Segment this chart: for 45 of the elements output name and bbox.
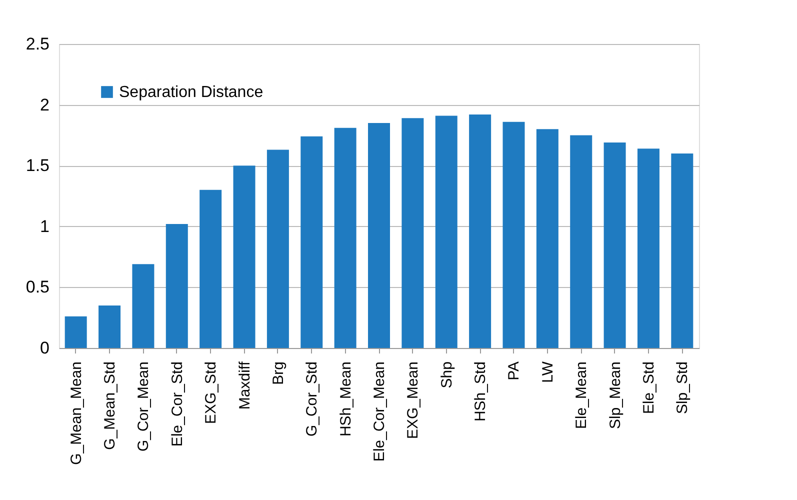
bar bbox=[435, 116, 458, 348]
x-tick-label: G_Mean_Mean bbox=[68, 362, 85, 465]
x-tick-label: Brg bbox=[270, 362, 287, 385]
bar bbox=[266, 150, 289, 348]
bar bbox=[469, 114, 492, 348]
x-tick-label: Slp_Std bbox=[674, 362, 692, 414]
bar bbox=[300, 136, 323, 348]
x-tick-label: EXG_Mean bbox=[404, 362, 422, 440]
bar bbox=[536, 129, 558, 348]
bar bbox=[570, 135, 592, 348]
x-tick-label: Maxdiff bbox=[236, 360, 254, 410]
bar bbox=[671, 153, 694, 348]
x-tick-label: EXG_Std bbox=[202, 362, 220, 424]
legend-label: Separation Distance bbox=[119, 84, 264, 101]
x-tick-label: G_Mean_Std bbox=[102, 362, 119, 450]
bar bbox=[368, 123, 390, 348]
y-tick-label: 1.5 bbox=[26, 156, 50, 176]
bar bbox=[132, 264, 154, 348]
bar bbox=[402, 118, 424, 348]
x-tick-label: Ele_Mean bbox=[573, 362, 590, 430]
y-tick-label: 0.5 bbox=[26, 278, 50, 297]
bar bbox=[334, 128, 356, 348]
x-tick-label: Ele_Cor_Mean bbox=[371, 362, 388, 462]
bar bbox=[637, 148, 660, 348]
bar bbox=[502, 122, 525, 348]
bar bbox=[233, 166, 256, 348]
x-tick-label: HSh_Std bbox=[472, 362, 490, 422]
x-tick-label: Ele_Cor_Std bbox=[168, 362, 186, 447]
bar bbox=[98, 305, 121, 348]
x-tick-label: Ele_Std bbox=[640, 362, 658, 414]
bar bbox=[200, 190, 222, 348]
x-tick-label: G_Cor_Mean bbox=[135, 362, 152, 452]
y-tick-label: 2 bbox=[40, 95, 50, 114]
bar bbox=[604, 142, 626, 348]
x-tick-label: HSh_Mean bbox=[337, 362, 354, 437]
x-tick-label: Slp_Mean bbox=[606, 362, 624, 430]
x-tick-label: PA bbox=[506, 362, 523, 380]
bar bbox=[64, 316, 87, 348]
y-tick-label: 1 bbox=[40, 216, 50, 236]
x-tick-label: LW bbox=[539, 360, 556, 383]
bar bbox=[166, 224, 188, 348]
y-tick-label: 2.5 bbox=[26, 34, 50, 54]
x-tick-label: Shp bbox=[438, 362, 456, 388]
y-tick-label: 0 bbox=[40, 338, 50, 358]
x-tick-label: G_Cor_Std bbox=[304, 362, 321, 437]
